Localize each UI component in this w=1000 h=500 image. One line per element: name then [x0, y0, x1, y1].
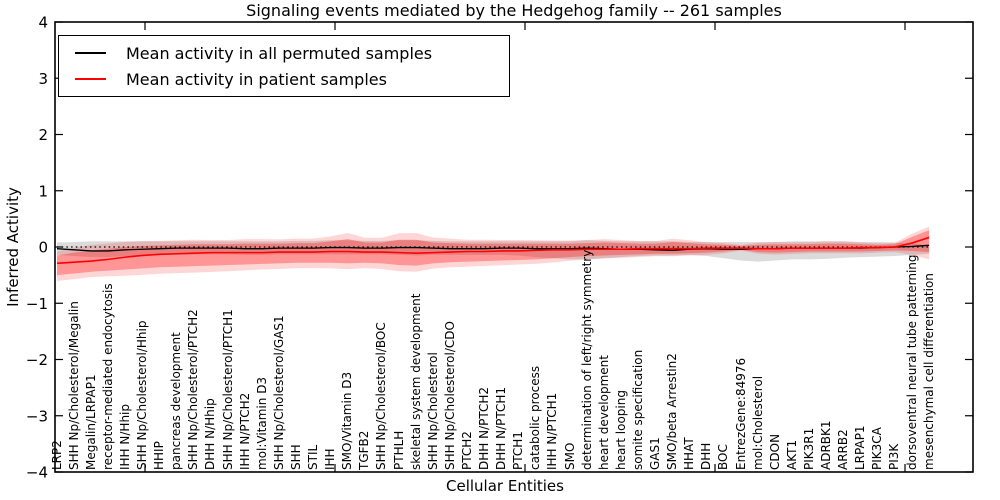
x-tick-label: SHH Np/Cholesterol/Megalin: [66, 301, 81, 470]
x-tick-label: IHH: [323, 448, 338, 470]
y-tick-label: 0: [38, 239, 48, 257]
x-tick-label: LRPAP1: [853, 425, 868, 470]
patient-mean-line: [56, 236, 930, 265]
x-tick-label: HHAT: [682, 437, 697, 470]
x-tick-label: BOC: [716, 444, 731, 470]
x-tick-label: PIK3CA: [870, 427, 885, 470]
x-tick-label: skeletal system development: [408, 293, 423, 470]
x-tick-label: mol:Cholesterol: [750, 375, 765, 470]
x-tick-label: dorsoventral neural tube patterning: [904, 254, 919, 470]
x-tick-label: SHH Np/Cholesterol/GAS1: [271, 315, 286, 470]
y-tick-label: −4: [26, 464, 48, 482]
x-tick-label: PTCH1: [511, 431, 526, 470]
y-tick-label: 3: [38, 70, 48, 88]
legend-item-patient: Mean activity in patient samples: [75, 70, 509, 89]
legend: Mean activity in all permuted samples Me…: [58, 35, 510, 97]
x-tick-label: heart looping: [613, 390, 628, 470]
x-tick-label: mol:Vitamin D3: [254, 376, 269, 470]
x-tick-label: GAS1: [648, 437, 662, 470]
legend-line-sample-red: [75, 78, 106, 80]
x-tick-label: Megalin/LRPAP1: [83, 374, 98, 470]
y-tick-label: −3: [26, 407, 48, 425]
x-tick-label: SHH Np/Cholesterol/CDO: [442, 321, 457, 470]
x-tick-label: ADRBK1: [819, 420, 833, 470]
x-tick-label: PTHLH: [391, 430, 406, 470]
x-tick-label: SHH Np/Cholesterol/Hhip: [135, 320, 149, 470]
x-tick-label: AKT1: [784, 439, 799, 470]
y-tick-label: −1: [26, 295, 48, 313]
x-tick-label: HHIP: [152, 441, 167, 470]
x-tick-label: PI3K: [887, 443, 902, 470]
x-tick-label: determination of left/right symmetry: [579, 249, 594, 470]
x-tick-label: DHH: [699, 442, 714, 470]
x-tick-label: receptor-mediated endocytosis: [100, 283, 115, 470]
x-axis-label: Cellular Entities: [446, 477, 564, 495]
x-tick-label: SHH Np/Cholesterol: [425, 352, 440, 470]
x-tick-label: catabolic process: [528, 365, 543, 470]
x-tick-label: somite specification: [630, 349, 645, 470]
x-tick-label: SHH Np/Cholesterol/BOC: [374, 322, 389, 470]
x-tick-label: IHH N/Hhip: [117, 404, 132, 470]
x-tick-label: SHH Np/Cholesterol/PTCH2: [186, 309, 201, 470]
legend-label-permuted: Mean activity in all permuted samples: [126, 43, 433, 63]
y-tick-label: 1: [38, 182, 48, 200]
x-tick-label: STIL: [306, 444, 320, 470]
x-tick-label: IHH N/PTCH1: [545, 392, 560, 470]
x-tick-label: PIK3R1: [801, 427, 816, 470]
x-tick-label: SMO/Vitamin D3: [340, 371, 355, 470]
x-tick-label: DHH N/Hhip: [203, 398, 218, 470]
x-tick-label: SMO: [562, 442, 577, 470]
x-tick-label: DHH N/PTCH1: [494, 386, 509, 470]
y-tick-label: 4: [38, 14, 48, 32]
x-tick-label: SMO/beta Arrestin2: [665, 353, 680, 470]
legend-line-sample-black: [75, 52, 106, 54]
y-axis-label: Inferred Activity: [4, 187, 22, 307]
x-tick-label: heart development: [596, 355, 611, 470]
legend-item-permuted: Mean activity in all permuted samples: [75, 44, 509, 63]
x-tick-label: CDON: [767, 433, 782, 470]
x-tick-label: SHH: [288, 444, 303, 470]
y-tick-label: 2: [38, 126, 48, 144]
x-tick-label: TGFB2: [357, 430, 372, 470]
x-tick-label: mesenchymal cell differentiation: [921, 273, 936, 470]
x-tick-label: pancreas development: [169, 332, 184, 470]
x-tick-label: EntrezGene:84976: [733, 357, 748, 470]
y-tick-label: −2: [26, 351, 48, 369]
legend-label-patient: Mean activity in patient samples: [126, 69, 387, 89]
patient-inner-band: [57, 230, 930, 276]
patient-outer-band: [57, 226, 930, 282]
chart-title: Signaling events mediated by the Hedgeho…: [246, 1, 782, 20]
x-tick-label: SHH Np/Cholesterol/PTCH1: [220, 309, 235, 470]
x-tick-label: ARRB2: [836, 429, 851, 470]
x-tick-label: DHH N/PTCH2: [477, 386, 491, 470]
x-tick-label: PTCH2: [459, 431, 474, 470]
x-tick-label: LRP2: [49, 440, 64, 470]
x-tick-label: IHH N/PTCH2: [237, 392, 252, 470]
